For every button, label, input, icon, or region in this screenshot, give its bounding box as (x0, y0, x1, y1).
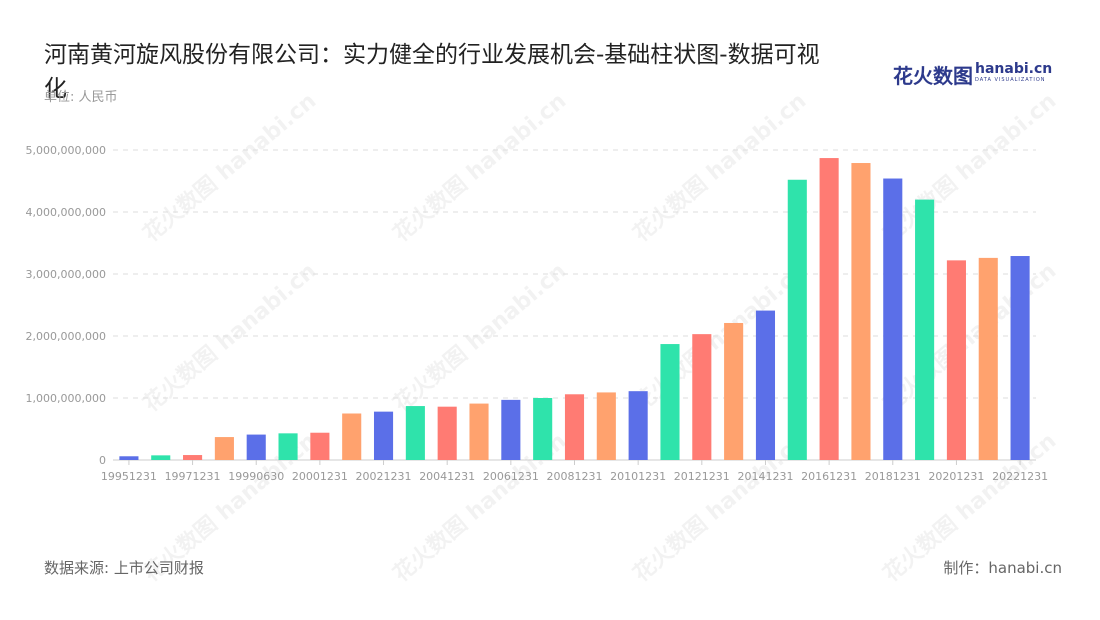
x-tick-label: 20221231 (992, 470, 1048, 483)
x-tick-label: 20061231 (483, 470, 539, 483)
bar-20051231 (469, 403, 489, 460)
maker-credit: 制作：hanabi.cn (943, 559, 1062, 577)
x-tick-label: 20201231 (928, 470, 984, 483)
bar-20111231 (660, 344, 680, 460)
y-tick-label: 4,000,000,000 (26, 206, 106, 219)
bar-19990630 (246, 434, 266, 460)
bar-20041231 (437, 406, 457, 460)
y-tick-label: 0 (99, 454, 106, 467)
x-tick-label: 20101231 (610, 470, 666, 483)
x-tick-label: 20141231 (737, 470, 793, 483)
bar-20061231 (501, 399, 521, 460)
bar-19951231 (119, 456, 139, 460)
bar-20141231 (755, 310, 776, 460)
bar-20071231 (533, 398, 553, 460)
data-source: 数据来源: 上市公司财报 (44, 559, 204, 577)
x-tick-label: 19971231 (165, 470, 221, 483)
bar-20031231 (405, 406, 425, 460)
x-tick-label: 20081231 (547, 470, 603, 483)
bar-20151231 (787, 179, 807, 460)
bar-19971231 (183, 455, 203, 460)
bar-20191231 (915, 199, 935, 460)
logo-sub-text: DATA VISUALIZATION (975, 77, 1046, 83)
bar-19981231 (214, 437, 234, 460)
x-tick-label: 20181231 (865, 470, 921, 483)
bar-19961231 (151, 455, 171, 460)
bar-20081231 (564, 394, 585, 460)
x-tick-label: 20041231 (419, 470, 475, 483)
x-tick-label: 19990630 (228, 470, 284, 483)
logo-en-text: hanabi.cn (975, 61, 1053, 77)
bar-20171231 (851, 163, 871, 460)
y-tick-label: 3,000,000,000 (26, 268, 106, 281)
bar-20221231 (1010, 256, 1030, 460)
logo-cn-text: 花火数图 (893, 64, 973, 88)
x-tick-label: 20121231 (674, 470, 730, 483)
y-tick-label: 5,000,000,000 (26, 144, 106, 157)
x-tick-label: 20001231 (292, 470, 348, 483)
unit-label: 单位: 人民币 (44, 90, 118, 105)
bar-20091231 (596, 392, 616, 460)
x-tick-label: 20161231 (801, 470, 857, 483)
bar-20121231 (692, 334, 712, 460)
bar-20181231 (883, 178, 903, 460)
y-tick-label: 2,000,000,000 (26, 330, 106, 343)
bar-20161231 (819, 158, 839, 460)
bar-20131231 (724, 322, 744, 460)
bar-20001231 (310, 432, 330, 460)
bar-19991231 (278, 433, 298, 460)
bar-20101231 (628, 391, 648, 460)
x-tick-label: 20021231 (356, 470, 412, 483)
bar-20021231 (373, 411, 394, 460)
x-tick-label: 19951231 (101, 470, 157, 483)
bar-20011231 (342, 413, 362, 460)
chart-title: 河南黄河旋风股份有限公司：实力健全的行业发展机会-基础柱状图-数据可视化 (44, 42, 820, 102)
bar-20211231 (978, 257, 998, 460)
y-tick-label: 1,000,000,000 (26, 392, 106, 405)
bar-20201231 (946, 260, 966, 460)
